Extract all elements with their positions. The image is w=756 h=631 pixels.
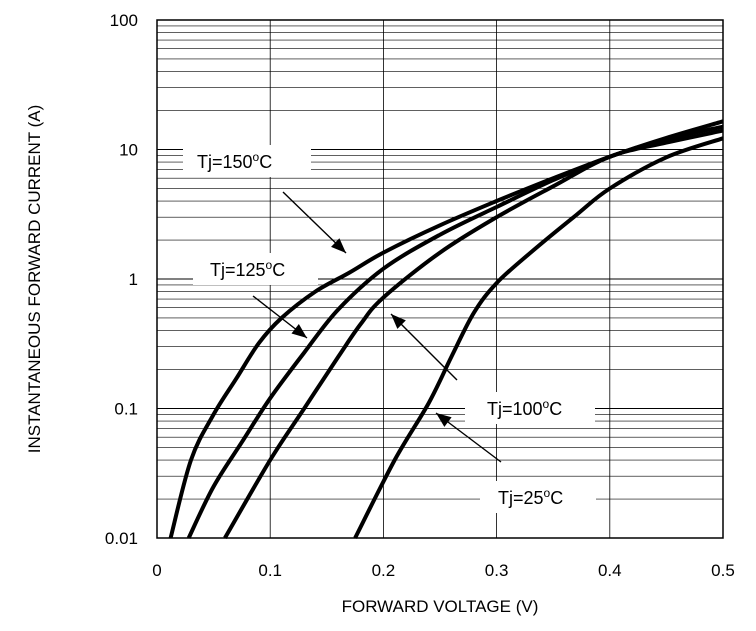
x-tick-label: 0.3 [485, 561, 509, 580]
curve-annotations: Tj=150oC Tj=125oC Tj=100oC Tj=25oC [183, 145, 596, 513]
y-tick-label: 0.1 [114, 400, 138, 419]
curve-label-tj-150-c: Tj=150oC [197, 150, 272, 172]
curve-label-box [183, 145, 311, 177]
curve-label-tj-100-c: Tj=100oC [487, 397, 562, 419]
y-tick-label: 10 [119, 141, 138, 160]
curve-label-tj-25-c: Tj=25oC [498, 486, 563, 508]
curve-label-box [465, 392, 595, 424]
y-tick-label: 0.01 [105, 529, 138, 548]
arrowhead-icon [331, 238, 346, 253]
arrowhead-icon [436, 413, 452, 427]
curve-label-tj-125-c: Tj=125oC [210, 258, 285, 280]
series-line-tj-25-c [353, 136, 724, 539]
x-axis-title: FORWARD VOLTAGE (V) [342, 597, 539, 616]
series-lines [168, 119, 724, 540]
curve-label-box [480, 481, 596, 513]
x-tick-label: 0.4 [598, 561, 622, 580]
plot-frame [156, 19, 724, 539]
annotation-arrow-line [390, 313, 458, 381]
x-tick-label: 0.5 [711, 561, 735, 580]
arrowhead-icon [291, 324, 307, 338]
y-tick-label: 1 [129, 270, 138, 289]
x-tick-label: 0.2 [372, 561, 396, 580]
grid-lines [157, 20, 723, 539]
series-line-tj-100-c [223, 128, 724, 540]
curve-label-box [193, 253, 318, 285]
y-tick-label: 100 [110, 11, 138, 30]
x-tick-label: 0.1 [258, 561, 282, 580]
arrowhead-icon [391, 314, 406, 329]
y-axis-title: INSTANTANEOUS FORWARD CURRENT (A) [25, 105, 44, 454]
tick-labels: 0 0.1 0.2 0.3 0.4 0.5 0.01 0.1 1 10 100 [105, 11, 735, 580]
x-tick-label: 0 [152, 561, 161, 580]
